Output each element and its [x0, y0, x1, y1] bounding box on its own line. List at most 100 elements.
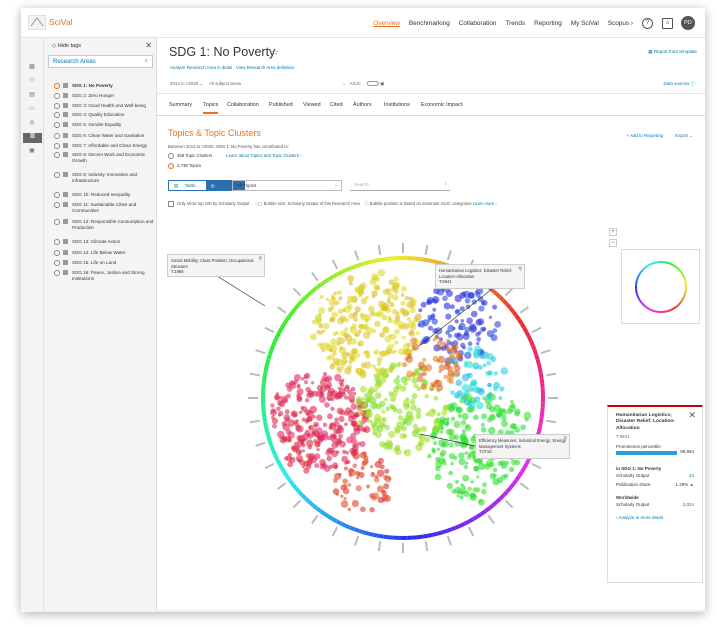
topic-bubble[interactable]	[301, 449, 306, 453]
topic-bubble[interactable]	[410, 372, 416, 378]
topic-bubble[interactable]	[352, 391, 357, 396]
research-area-radio[interactable]	[54, 192, 60, 198]
topic-clusters-option[interactable]: 468 Topic Clusters Learn about Topics and…	[168, 153, 302, 159]
topic-bubble[interactable]	[349, 325, 355, 331]
topic-bubble[interactable]	[343, 332, 349, 338]
topic-bubble[interactable]	[293, 379, 299, 385]
topic-bubble[interactable]	[438, 439, 446, 447]
topic-bubble[interactable]	[432, 337, 437, 342]
topic-bubble[interactable]	[352, 312, 358, 318]
topic-bubble[interactable]	[360, 465, 365, 471]
topic-bubble[interactable]	[431, 408, 435, 412]
topic-bubble[interactable]	[369, 311, 375, 317]
sidebar-item-research-area[interactable]: SDG 1: No Poverty	[54, 83, 154, 89]
topic-bubble[interactable]	[368, 305, 375, 313]
topic-bubble[interactable]	[454, 309, 461, 315]
topic-bubble[interactable]	[319, 294, 324, 299]
topic-bubble[interactable]	[347, 340, 352, 346]
book-icon[interactable]: ▣	[29, 148, 35, 154]
topic-bubble[interactable]	[382, 305, 388, 312]
topic-bubble[interactable]	[284, 417, 290, 423]
analyze-detail-link[interactable]: Analyze Research Area in detail	[170, 65, 233, 70]
topic-bubble[interactable]	[313, 428, 318, 432]
topic-bubble[interactable]	[379, 464, 385, 470]
topic-bubble[interactable]	[275, 392, 280, 396]
topic-bubble[interactable]	[476, 401, 484, 410]
topic-bubble[interactable]	[337, 308, 344, 315]
topic-bubble[interactable]	[278, 413, 282, 417]
topic-bubble[interactable]	[336, 341, 341, 346]
topic-bubble[interactable]	[465, 461, 469, 465]
topic-bubble[interactable]	[468, 401, 476, 409]
topic-bubble[interactable]	[479, 353, 485, 360]
topic-bubble[interactable]	[446, 338, 451, 343]
info-icon[interactable]: ⓘ	[364, 201, 369, 207]
topic-bubble[interactable]	[470, 310, 478, 318]
topic-bubble[interactable]	[300, 406, 304, 410]
topic-bubble[interactable]	[285, 382, 291, 388]
topic-bubble[interactable]	[473, 465, 479, 471]
topic-bubble[interactable]	[480, 427, 487, 433]
topic-bubble[interactable]	[461, 437, 469, 445]
research-area-radio[interactable]	[54, 219, 60, 225]
topic-bubble[interactable]	[381, 351, 386, 356]
topic-bubble[interactable]	[445, 428, 453, 435]
topic-bubble[interactable]	[318, 434, 325, 441]
topic-bubble[interactable]	[406, 317, 411, 322]
topic-bubble[interactable]	[433, 418, 440, 424]
topic-bubble[interactable]	[396, 375, 400, 379]
nav-scopus[interactable]: Scopus ›	[607, 19, 633, 27]
topic-bubble[interactable]	[324, 402, 330, 408]
learn-more-link[interactable]: Learn more ›	[472, 201, 497, 207]
topic-bubble[interactable]	[339, 346, 344, 351]
sidebar-item-research-area[interactable]: SDG 15: Life on Land	[54, 260, 154, 266]
topic-bubble[interactable]	[270, 408, 276, 414]
topic-bubble[interactable]	[470, 480, 474, 484]
topic-bubble[interactable]	[359, 451, 367, 459]
topic-bubble[interactable]	[381, 372, 389, 379]
topic-bubble[interactable]	[501, 415, 507, 422]
topic-bubble[interactable]	[431, 383, 436, 388]
topic-bubble[interactable]	[290, 445, 296, 451]
topic-bubble[interactable]	[400, 425, 407, 432]
topic-bubble[interactable]	[314, 463, 320, 469]
topic-bubble[interactable]	[301, 376, 305, 381]
topic-bubble[interactable]	[425, 412, 429, 417]
sidebar-item-research-area[interactable]: SDG 2: Zero Hunger	[54, 93, 154, 99]
topic-bubble[interactable]	[506, 408, 513, 415]
topic-bubble[interactable]	[435, 384, 444, 392]
topic-bubble[interactable]	[477, 330, 482, 335]
topic-bubble[interactable]	[510, 403, 516, 409]
topic-bubble[interactable]	[492, 328, 498, 333]
topic-bubble[interactable]	[284, 409, 290, 415]
topic-bubble[interactable]	[471, 299, 477, 305]
scival-logo-icon[interactable]	[28, 15, 46, 30]
topic-bubble[interactable]	[443, 374, 449, 380]
topic-bubble[interactable]	[306, 460, 313, 467]
topic-bubble[interactable]	[271, 415, 275, 420]
topic-bubble[interactable]	[397, 321, 405, 329]
topic-bubble[interactable]	[394, 328, 400, 335]
year-range-select[interactable]: 2013 to >2020	[170, 81, 199, 86]
topic-bubble[interactable]	[455, 372, 460, 377]
research-area-radio[interactable]	[54, 133, 60, 139]
topic-bubble[interactable]	[415, 413, 422, 419]
output-value[interactable]: 24	[688, 472, 694, 478]
topic-bubble[interactable]	[357, 340, 364, 347]
analyze-more-link[interactable]: › Analyze in more detail	[616, 514, 663, 520]
topic-bubble[interactable]	[412, 423, 418, 429]
topic-bubble[interactable]	[448, 433, 456, 441]
topic-bubble[interactable]	[416, 427, 422, 433]
topic-bubble[interactable]	[447, 333, 453, 339]
search-input[interactable]: Search ⌕	[350, 180, 450, 191]
topic-bubble[interactable]	[305, 453, 311, 459]
topic-bubble[interactable]	[354, 412, 359, 418]
topic-bubble[interactable]	[436, 340, 443, 346]
topic-bubble[interactable]	[446, 417, 450, 421]
topic-bubble[interactable]	[372, 492, 380, 500]
topic-bubble[interactable]	[336, 407, 344, 415]
nav-trends[interactable]: Trends	[505, 19, 526, 27]
topic-bubble[interactable]	[309, 333, 317, 341]
topic-bubble[interactable]	[323, 384, 327, 388]
favorite-star-icon[interactable]: ☆	[271, 47, 280, 57]
